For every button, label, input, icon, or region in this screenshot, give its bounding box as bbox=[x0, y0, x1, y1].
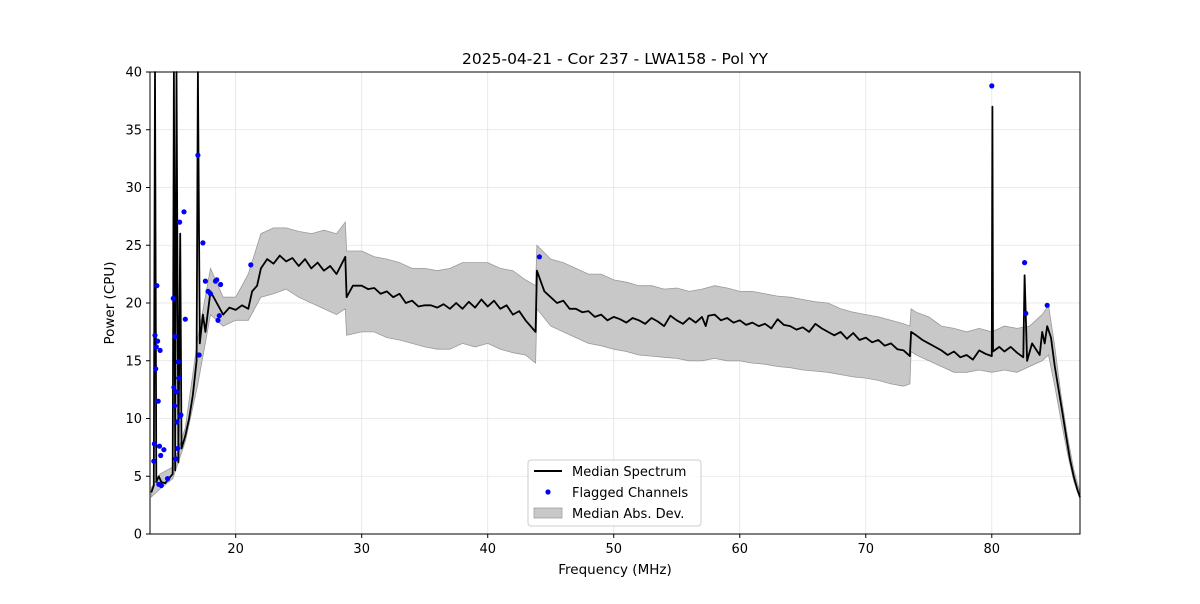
flagged-point-37 bbox=[214, 277, 220, 283]
flagged-point-44 bbox=[1022, 260, 1028, 266]
flagged-point-19 bbox=[173, 456, 179, 462]
flagged-point-1 bbox=[151, 441, 157, 447]
flagged-point-25 bbox=[177, 219, 183, 225]
flagged-point-46 bbox=[1044, 302, 1050, 308]
flagged-point-30 bbox=[195, 152, 201, 158]
median-spectrum-line bbox=[150, 71, 1081, 498]
x-tick-label-3: 50 bbox=[605, 542, 622, 557]
legend-patch-swatch bbox=[533, 507, 563, 519]
legend-label-median-spectrum: Median Spectrum bbox=[572, 465, 686, 480]
y-tick-label-1: 5 bbox=[134, 470, 142, 485]
flagged-point-5 bbox=[154, 283, 160, 289]
x-tick-label-2: 40 bbox=[479, 542, 496, 557]
flagged-point-24 bbox=[176, 375, 182, 381]
y-tick-label-2: 10 bbox=[125, 412, 142, 427]
flagged-point-35 bbox=[207, 291, 214, 297]
flagged-point-11 bbox=[158, 452, 164, 459]
flagged-point-4 bbox=[153, 344, 159, 350]
flagged-point-28 bbox=[181, 209, 187, 215]
flagged-point-10 bbox=[157, 347, 163, 353]
y-tick-label-4: 20 bbox=[125, 297, 142, 312]
legend-label-median-abs-dev: Median Abs. Dev. bbox=[572, 507, 684, 522]
y-tick-label-3: 15 bbox=[125, 354, 142, 369]
y-tick-label-6: 30 bbox=[125, 181, 142, 196]
y-tick-label-7: 35 bbox=[125, 123, 142, 138]
flagged-point-40 bbox=[218, 281, 224, 288]
flagged-point-18 bbox=[172, 333, 178, 340]
flagged-point-7 bbox=[155, 398, 161, 404]
x-tick-label-0: 20 bbox=[227, 542, 244, 557]
flagged-point-12 bbox=[158, 482, 164, 489]
x-tick-label-5: 70 bbox=[857, 542, 874, 557]
flagged-point-41 bbox=[248, 262, 254, 268]
flagged-point-23 bbox=[175, 359, 181, 365]
y-axis-ticks: 0 5 10 15 20 25 30 35 40 bbox=[125, 66, 150, 543]
y-tick-label-5: 25 bbox=[125, 239, 142, 254]
flagged-point-14 bbox=[165, 476, 171, 482]
flagged-channel-points bbox=[151, 83, 1050, 489]
y-tick-label-8: 40 bbox=[125, 66, 142, 81]
flagged-point-21 bbox=[174, 419, 180, 425]
flagged-point-0 bbox=[151, 458, 157, 464]
flagged-point-22 bbox=[175, 445, 181, 452]
x-tick-label-6: 80 bbox=[984, 542, 1001, 557]
x-axis-label: Frequency (MHz) bbox=[558, 562, 671, 578]
flagged-point-27 bbox=[178, 412, 184, 418]
flagged-point-32 bbox=[200, 240, 206, 246]
flagged-point-39 bbox=[216, 313, 222, 319]
y-axis-label: Power (CPU) bbox=[102, 261, 118, 344]
flagged-point-13 bbox=[161, 447, 167, 453]
flagged-point-33 bbox=[202, 278, 208, 284]
chart-title: 2025-04-21 - Cor 237 - LWA158 - Pol YY bbox=[462, 50, 768, 68]
flagged-point-3 bbox=[153, 366, 159, 372]
flagged-point-6 bbox=[155, 338, 161, 344]
legend-marker-swatch bbox=[545, 489, 551, 495]
flagged-point-17 bbox=[172, 403, 178, 409]
x-axis-ticks: 20 30 40 50 60 70 80 bbox=[227, 534, 1000, 557]
flagged-point-42 bbox=[536, 254, 543, 260]
flagged-point-2 bbox=[152, 332, 158, 338]
median-spectrum-path bbox=[150, 71, 1081, 498]
legend-label-flagged-channels: Flagged Channels bbox=[572, 486, 688, 501]
flagged-point-43 bbox=[989, 83, 995, 89]
flagged-point-45 bbox=[1023, 310, 1029, 316]
legend-box bbox=[527, 459, 702, 527]
flagged-point-16 bbox=[171, 384, 177, 390]
flagged-point-9 bbox=[156, 443, 163, 449]
x-tick-label-4: 60 bbox=[731, 542, 748, 557]
x-tick-label-1: 30 bbox=[353, 542, 370, 557]
flagged-point-31 bbox=[196, 352, 202, 358]
flagged-point-20 bbox=[173, 389, 180, 395]
legend: Median Spectrum Flagged Channels Median … bbox=[527, 459, 702, 527]
flagged-point-29 bbox=[182, 316, 188, 322]
flagged-point-38 bbox=[215, 317, 221, 323]
flagged-point-15 bbox=[170, 295, 176, 301]
y-tick-label-0: 0 bbox=[134, 528, 142, 543]
